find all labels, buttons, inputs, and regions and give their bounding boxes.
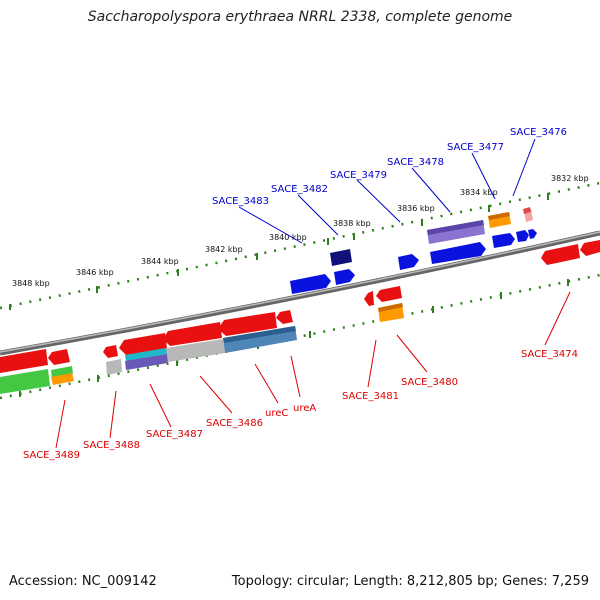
gene-label: SACE_3483	[212, 196, 269, 207]
gene-arrow	[541, 244, 580, 265]
gene-arrow	[488, 212, 510, 220]
ruler-label: 3842 kbp	[205, 245, 243, 254]
topology-text: Topology: circular; Length: 8,212,805 bp…	[231, 574, 589, 589]
gene-label: SACE_3487	[146, 429, 203, 440]
gene-label: SACE_3486	[206, 418, 263, 429]
ruler-label: 3844 kbp	[141, 257, 179, 266]
gene-arrow	[223, 326, 296, 343]
forward-genes	[290, 207, 600, 294]
gene-arrow	[163, 322, 222, 346]
gene-arrow	[106, 359, 122, 375]
gene-arrow	[218, 312, 277, 336]
gene-arrow	[398, 254, 419, 270]
gene-label: SACE_3474	[521, 349, 578, 360]
map-title: Saccharopolyspora erythraea NRRL 2338, c…	[87, 9, 513, 25]
gene-arrow	[51, 373, 74, 385]
gene-arrow	[119, 333, 167, 355]
reverse-ruler-ticks	[19, 279, 569, 397]
gene-arrow	[528, 229, 537, 239]
gene-label: SACE_3480	[401, 377, 458, 388]
forward-ruler-ticks	[9, 193, 549, 310]
gene-label: ureC	[265, 408, 288, 419]
gene-label: ureA	[293, 403, 316, 414]
gene-arrow	[103, 345, 118, 358]
gene-label: SACE_3489	[23, 450, 80, 461]
gene-arrow	[48, 349, 70, 365]
ruler-label: 3836 kbp	[397, 204, 435, 213]
gene-arrow	[580, 240, 600, 256]
gene-label: SACE_3488	[83, 440, 140, 451]
genome-backbone	[0, 230, 600, 356]
forward-ruler	[0, 181, 600, 310]
ruler-label: 3834 kbp	[460, 188, 498, 197]
gene-label: SACE_3482	[271, 184, 328, 195]
gene-arrow	[166, 339, 225, 362]
gene-arrow	[334, 269, 355, 285]
gene-arrow	[516, 230, 529, 242]
gene-arrow	[125, 348, 167, 361]
gene-arrow	[276, 310, 293, 324]
gene-arrow	[0, 369, 50, 394]
gene-arrow	[523, 207, 531, 214]
accession-text: Accession: NC_009142	[9, 574, 157, 589]
forward-leaders	[238, 138, 536, 244]
gene-label: SACE_3477	[447, 142, 504, 153]
gene-arrow	[125, 354, 168, 370]
ruler-label: 3832 kbp	[551, 174, 589, 183]
gene-label: SACE_3479	[330, 170, 387, 181]
gene-arrow	[378, 303, 403, 312]
ruler-label: 3838 kbp	[333, 219, 371, 228]
gene-label: SACE_3481	[342, 391, 399, 402]
reverse-gene-labels: SACE_3474 SACE_3480 SACE_3481 ureA ureC …	[23, 349, 578, 461]
gene-arrow	[492, 233, 515, 248]
gene-label: SACE_3476	[510, 127, 567, 138]
gene-arrow	[427, 220, 484, 235]
reverse-leaders	[55, 291, 571, 449]
ruler-label: 3846 kbp	[76, 268, 114, 277]
gene-arrow	[376, 286, 402, 302]
forward-gene-labels: SACE_3476 SACE_3477 SACE_3478 SACE_3479 …	[212, 127, 567, 207]
gene-label: SACE_3478	[387, 157, 444, 168]
ruler-label: 3840 kbp	[269, 233, 307, 242]
gene-arrow	[290, 274, 331, 294]
ruler-labels: 3832 kbp 3834 kbp 3836 kbp 3838 kbp 3840…	[12, 174, 589, 288]
reverse-genes	[0, 286, 404, 394]
gene-arrow	[430, 242, 486, 264]
gene-arrow	[0, 349, 48, 373]
ruler-label: 3848 kbp	[12, 279, 50, 288]
gene-arrow	[364, 291, 374, 306]
gene-arrow	[330, 249, 352, 266]
